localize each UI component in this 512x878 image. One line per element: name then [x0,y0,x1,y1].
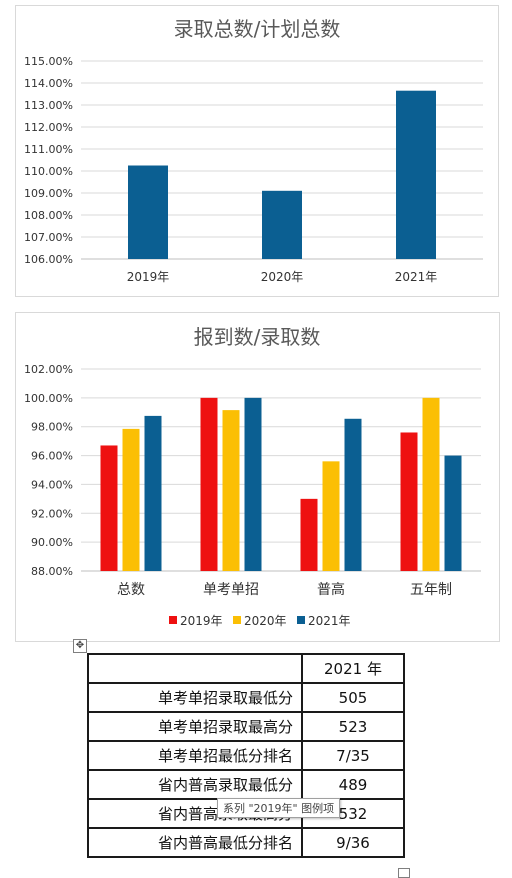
y-tick-label: 110.00% [24,165,73,178]
y-tick-label: 112.00% [24,121,73,134]
y-tick-label: 100.00% [24,392,73,405]
table-row-label[interactable]: 单考单招录取最低分 [87,682,303,713]
legend-swatch [169,616,177,624]
legend-label: 2019年 [180,614,223,628]
table-row-value[interactable]: 523 [301,711,405,742]
y-tick-label: 113.00% [24,99,73,112]
table-row-value[interactable]: 505 [301,682,405,713]
table-move-handle-icon[interactable]: ✥ [73,639,87,653]
y-tick-label: 92.00% [31,507,73,520]
bar-value [128,165,168,259]
y-tick-label: 90.00% [31,536,73,549]
x-category-label: 2020年 [261,270,304,284]
bar-value [262,190,302,259]
y-tick-label: 115.00% [24,55,73,68]
table-row-label[interactable]: 单考单招录取最高分 [87,711,303,742]
y-tick-label: 106.00% [24,253,73,266]
table-row: 省内普高录取最低分 489 [87,769,405,800]
legend-tooltip: 系列 "2019年" 图例项 [217,798,341,818]
y-tick-label: 107.00% [24,231,73,244]
legend-swatch [297,616,305,624]
bar-value [396,90,436,259]
y-tick-label: 114.00% [24,77,73,90]
bar-2020年 [422,397,440,571]
table-header-blank[interactable] [87,653,303,684]
bar-2020年 [222,410,240,571]
y-tick-label: 108.00% [24,209,73,222]
x-category-label: 总数 [117,582,145,598]
table-row-value[interactable]: 9/36 [301,827,405,858]
x-category-label: 普高 [317,581,345,598]
legend-swatch [233,616,241,624]
x-category-label: 五年制 [410,582,452,598]
y-tick-label: 88.00% [31,565,73,578]
table-row-label[interactable]: 省内普高录取最低分 [87,769,303,800]
bar-2021年 [144,415,162,571]
y-tick-label: 98.00% [31,421,73,434]
table-row-label[interactable]: 单考单招最低分排名 [87,740,303,771]
table-row-value[interactable]: 489 [301,769,405,800]
chart-report-admission-ratio-svg: 报到数/录取数 88.00% 90.00% 92.00% 94.00% 96.00% 98.… [24,325,481,628]
y-tick-label: 102.00% [24,363,73,376]
legend-label: 2021年 [308,614,351,628]
bar-2021年 [344,418,362,571]
y-tick-label: 94.00% [31,478,73,491]
x-category-label: 单考单招 [203,582,259,598]
x-category-label: 2021年 [395,270,438,284]
table-header-row: 2021 年 [87,653,405,684]
table-row: 单考单招最低分排名 7/35 [87,740,405,771]
bar-2019年 [200,397,218,571]
bar-2019年 [100,445,118,571]
bar-2019年 [300,498,318,571]
table-row: 单考单招录取最高分 523 [87,711,405,742]
table-row-value[interactable]: 7/35 [301,740,405,771]
bar-2019年 [400,432,418,571]
chart-admission-plan-ratio-svg: 录取总数/计划总数 106.00% 107.00% 108.00% 109.00% 110… [24,17,483,284]
table-row: 单考单招录取最低分 505 [87,682,405,713]
chart-admission-plan-ratio[interactable]: 录取总数/计划总数 106.00% 107.00% 108.00% 109.00% 110… [15,5,499,297]
chart-title: 录取总数/计划总数 [174,17,341,41]
table-row-value[interactable]: 532 [301,798,405,829]
y-tick-label: 109.00% [24,187,73,200]
x-category-label: 2019年 [127,270,170,284]
score-table-body: 2021 年 单考单招录取最低分 505 单考单招录取最高分 523 单考单招最低分排名… [87,653,405,858]
table-header-year[interactable]: 2021 年 [301,653,405,684]
table-row-label[interactable]: 省内普高最低分排名 [87,827,303,858]
bar-2020年 [122,428,140,571]
chart-report-admission-ratio[interactable]: 报到数/录取数 88.00% 90.00% 92.00% 94.00% 96.00% 98.… [15,312,500,642]
bar-2021年 [444,455,462,571]
bar-2021年 [244,397,262,571]
y-tick-label: 111.00% [24,143,73,156]
bar-2020年 [322,461,340,571]
legend-label: 2020年 [244,614,287,628]
table-row: 省内普高最低分排名 9/36 [87,827,405,858]
chart-title: 报到数/录取数 [194,325,321,349]
score-table: 2021 年 单考单招录取最低分 505 单考单招录取最高分 523 单考单招最低分排名… [87,653,405,858]
y-tick-label: 96.00% [31,450,73,463]
